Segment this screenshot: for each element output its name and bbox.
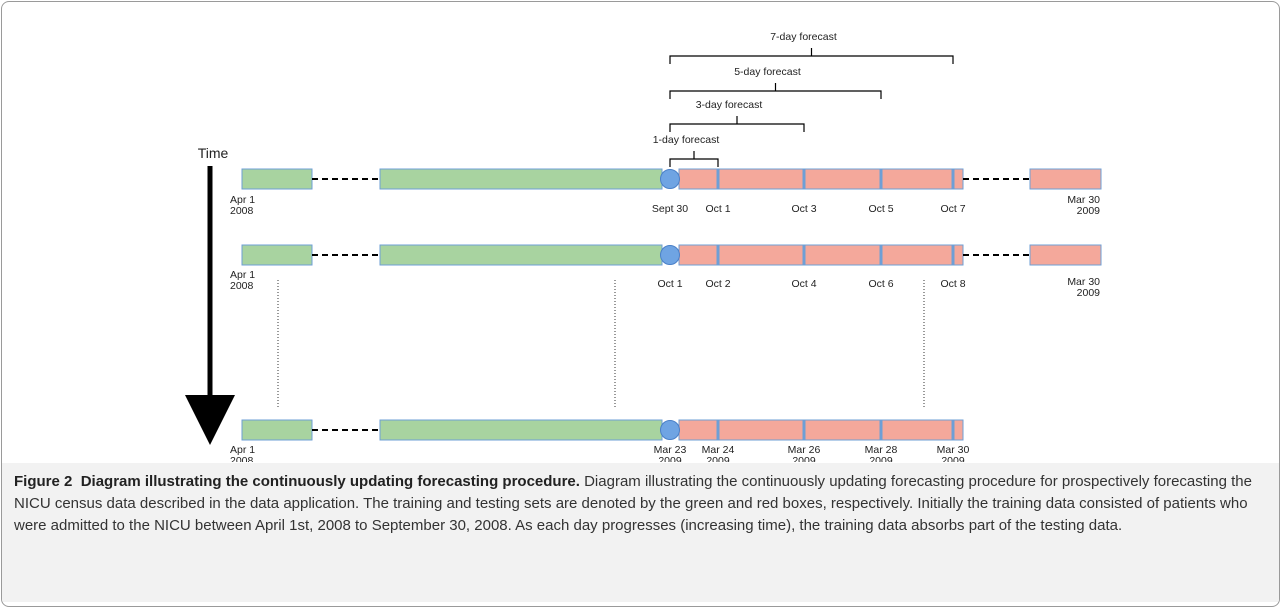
end-date: Mar 30 — [1067, 276, 1100, 288]
day-divider — [716, 169, 720, 189]
start-date: 2008 — [230, 205, 254, 217]
date-label: Oct 3 — [791, 203, 816, 215]
forecast-origin — [660, 420, 680, 440]
date-label: Oct 8 — [940, 278, 965, 290]
training-box — [241, 419, 313, 441]
forecast-origin — [660, 245, 680, 265]
date-label: 2009 — [869, 455, 893, 462]
day-divider — [879, 420, 883, 440]
start-date: Apr 1 — [230, 194, 255, 206]
day-divider — [951, 420, 955, 440]
day-divider — [951, 169, 955, 189]
end-date: Mar 30 — [1067, 194, 1100, 206]
date-label: Mar 24 — [702, 444, 735, 456]
date-label: Oct 4 — [791, 278, 816, 290]
day-divider — [716, 245, 720, 265]
end-date: 2009 — [1077, 287, 1101, 299]
forecast-label: 7-day forecast — [770, 31, 837, 43]
date-label: Oct 1 — [657, 278, 682, 290]
date-label: Mar 30 — [937, 444, 970, 456]
date-label: Oct 5 — [868, 203, 893, 215]
training-box — [379, 244, 663, 266]
testing-box — [678, 419, 964, 441]
date-label: 2009 — [792, 455, 816, 462]
day-divider — [802, 245, 806, 265]
testing-box — [1029, 168, 1102, 190]
forecast-origin — [660, 169, 680, 189]
diagram: Time 1-day forecast 3-day forecast 5-day f… — [185, 31, 1102, 462]
date-label: 2009 — [941, 455, 965, 462]
end-date: 2009 — [1077, 205, 1101, 217]
day-divider — [716, 420, 720, 440]
training-box — [379, 419, 663, 441]
start-date: 2008 — [230, 455, 254, 462]
date-label: Oct 1 — [705, 203, 730, 215]
day-divider — [802, 420, 806, 440]
bracket — [669, 151, 719, 167]
date-label: Oct 2 — [705, 278, 730, 290]
caption-title: Diagram illustrating the continuously up… — [80, 473, 580, 490]
date-label: Oct 6 — [868, 278, 893, 290]
time-label: Time — [198, 145, 229, 161]
testing-box — [678, 244, 964, 266]
date-label: Mar 28 — [865, 444, 898, 456]
forecast-label: 5-day forecast — [734, 66, 801, 78]
date-label: Sept 30 — [652, 203, 688, 215]
day-divider — [802, 169, 806, 189]
training-box — [241, 244, 313, 266]
date-label: 2009 — [706, 455, 730, 462]
start-date: 2008 — [230, 280, 254, 292]
training-box — [241, 168, 313, 190]
date-label: Oct 7 — [940, 203, 965, 215]
day-divider — [879, 245, 883, 265]
start-date: Apr 1 — [230, 269, 255, 281]
forecast-label: 1-day forecast — [653, 134, 720, 146]
forecast-label: 3-day forecast — [696, 99, 763, 111]
start-date: Apr 1 — [230, 444, 255, 456]
date-label: Mar 26 — [788, 444, 821, 456]
bracket — [669, 116, 805, 132]
training-box — [379, 168, 663, 190]
day-divider — [879, 169, 883, 189]
testing-box — [678, 168, 964, 190]
caption: Figure 2 Diagram illustrating the contin… — [2, 463, 1279, 602]
date-label: 2009 — [658, 455, 682, 462]
bracket — [669, 48, 954, 64]
day-divider — [951, 245, 955, 265]
testing-box — [1029, 244, 1102, 266]
caption-text: Diagram illustrating the continuously up… — [14, 473, 1252, 534]
bracket — [669, 83, 882, 99]
date-label: Mar 23 — [654, 444, 687, 456]
caption-label: Figure 2 — [14, 473, 73, 490]
